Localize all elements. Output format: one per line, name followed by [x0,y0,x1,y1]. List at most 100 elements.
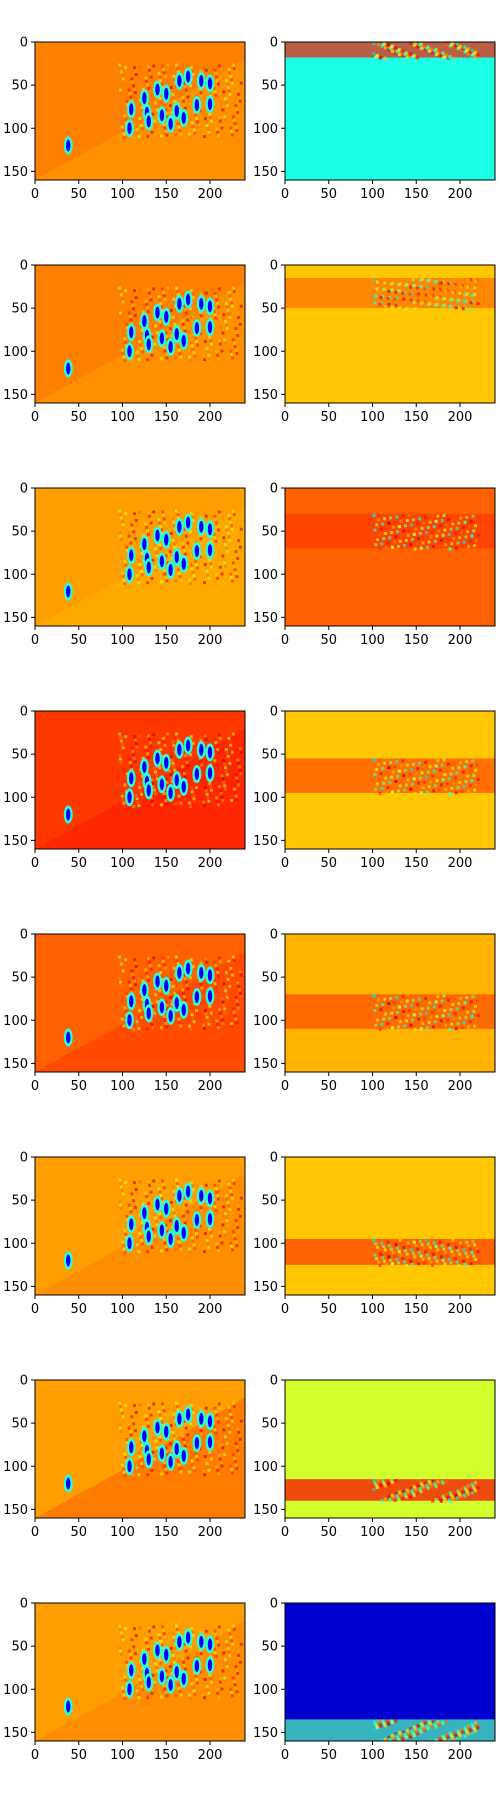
heatmap-cell [462,1733,466,1737]
heatmap-cell [158,744,162,748]
heatmap-cell [224,118,227,122]
heatmap-cell [161,287,164,291]
heatmap-cell [418,278,422,282]
heatmap-cell [163,74,167,78]
heatmap-cell [162,1238,166,1242]
heatmap-cell [153,1234,157,1238]
heatmap-cell [437,1722,441,1726]
heatmap-cell [383,1482,386,1486]
y-tick-label: 0 [270,259,278,274]
heatmap-cell [417,1017,421,1021]
heatmap-image [35,42,245,180]
heatmap-cell [163,1412,167,1416]
heatmap-cell [190,961,194,965]
heatmap-cell [140,1443,144,1447]
heatmap-cell [443,1009,447,1013]
x-tick-label: 200 [198,1525,223,1540]
heatmap-cell [409,52,413,56]
heatmap-cell [147,755,150,759]
heatmap-cell [451,767,455,771]
heatmap-cell [224,787,227,791]
heatmap-cell [450,1250,454,1254]
heatmap-image [285,265,495,403]
heatmap-cell [136,1023,140,1027]
heatmap-cell [199,738,203,742]
heatmap-cell [435,302,439,306]
heatmap-cell [218,119,222,123]
heatmap-cell [202,1023,206,1027]
heatmap-cell [377,1249,381,1253]
heatmap-cell [222,1226,226,1230]
heatmap-cell [137,1674,141,1678]
heatmap-cell [203,1473,206,1477]
y-tick-label: 150 [3,1503,28,1518]
heatmap-cell [231,1471,234,1475]
heatmap-cell [183,754,187,758]
heatmap-cell [459,1734,463,1738]
heatmap-cell [238,78,242,82]
heatmap-cell [213,1205,217,1209]
heatmap-cell [161,1646,164,1650]
heatmap-cell [147,1626,150,1630]
heatmap-cell [210,1680,213,1684]
heatmap-cell [217,1008,221,1012]
heatmap-cell [372,1719,376,1723]
heatmap-cell [171,1430,175,1434]
heatmap-cell [416,286,420,290]
heatmap-cell [121,969,125,973]
heatmap-cell [176,1014,180,1018]
heatmap-cell [150,576,154,580]
heatmap-cell [434,1725,438,1729]
heatmap-cell [417,537,421,541]
heatmap-cell [222,1205,226,1209]
heatmap-cell [395,1493,399,1497]
heatmap-cell [449,1261,453,1265]
heatmap-cell [397,1025,400,1029]
heatmap-cell [164,1446,168,1450]
heatmap-cell [223,1208,227,1212]
heatmap-cell [429,295,433,299]
heatmap-cell [121,1021,125,1025]
heatmap-cell [235,999,239,1003]
heatmap-cell [390,1721,394,1725]
heatmap-cell [147,1424,150,1428]
heatmap-cell [225,550,229,554]
heatmap-cell [124,289,128,293]
heatmap-cell [225,1420,229,1424]
heatmap-cell [185,538,189,542]
heatmap-cell [433,1020,437,1024]
heatmap-cell [190,738,194,742]
heatmap-cell [154,993,157,997]
heatmap-cell [457,766,461,770]
heatmap-cell [135,351,139,355]
heatmap-cell [172,319,176,323]
heatmap-cell [166,63,170,67]
heatmap-cell [222,1672,226,1676]
heatmap-cell [133,69,137,73]
heatmap-cell [225,327,229,331]
heatmap-cell [453,1257,457,1261]
heatmap-cell [134,73,138,77]
heatmap-cell [135,522,139,526]
heatmap-cell [474,50,477,54]
heatmap-cell [393,765,397,769]
heatmap-cell [175,63,178,67]
heatmap-cell [194,336,198,340]
heatmap-cell [135,968,139,972]
heatmap-cell [204,737,208,741]
heatmap-cell [471,1239,475,1243]
heatmap-cell [461,1731,465,1735]
heatmap-cell [215,298,219,302]
heatmap-cell [189,1009,193,1013]
heatmap-background [285,488,495,626]
heatmap-cell [192,1689,196,1693]
heatmap-cell [406,1014,410,1018]
heatmap-cell [124,1181,128,1185]
heatmap-cell [146,1421,150,1425]
heatmap-cell [183,1444,187,1448]
heatmap-cell [237,114,241,118]
heatmap-cell [161,531,164,535]
heatmap-cell [219,1015,223,1019]
heatmap-cell [420,1483,424,1487]
heatmap-cell [429,535,433,539]
